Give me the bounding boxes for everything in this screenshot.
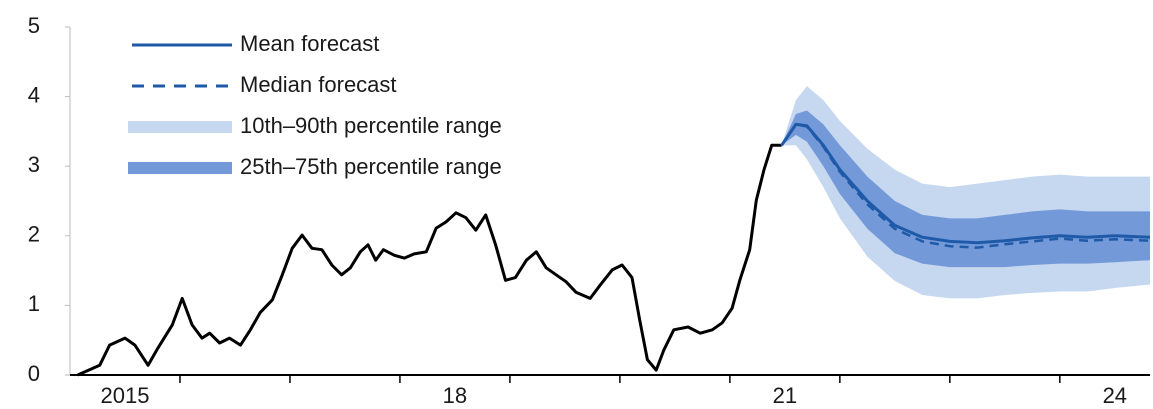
legend-label: Mean forecast	[240, 31, 379, 56]
y-tick-label: 0	[28, 361, 40, 386]
x-tick-label: 2015	[101, 383, 150, 408]
y-tick-label: 3	[28, 152, 40, 177]
legend-label: 25th–75th percentile range	[240, 154, 502, 179]
y-tick-label: 4	[28, 82, 40, 107]
legend-swatch	[128, 121, 232, 133]
line	[77, 143, 782, 377]
x-tick-label: 21	[773, 383, 797, 408]
y-tick-label: 1	[28, 291, 40, 316]
band	[781, 110, 1150, 268]
legend-label: Median forecast	[240, 72, 397, 97]
legend-swatch	[128, 162, 232, 174]
y-tick-label: 2	[28, 222, 40, 247]
legend-label: 10th–90th percentile range	[240, 113, 502, 138]
x-tick-label: 18	[443, 383, 467, 408]
line	[780, 123, 1151, 249]
x-tick-label: 24	[1103, 383, 1127, 408]
y-tick-label: 5	[28, 13, 40, 38]
